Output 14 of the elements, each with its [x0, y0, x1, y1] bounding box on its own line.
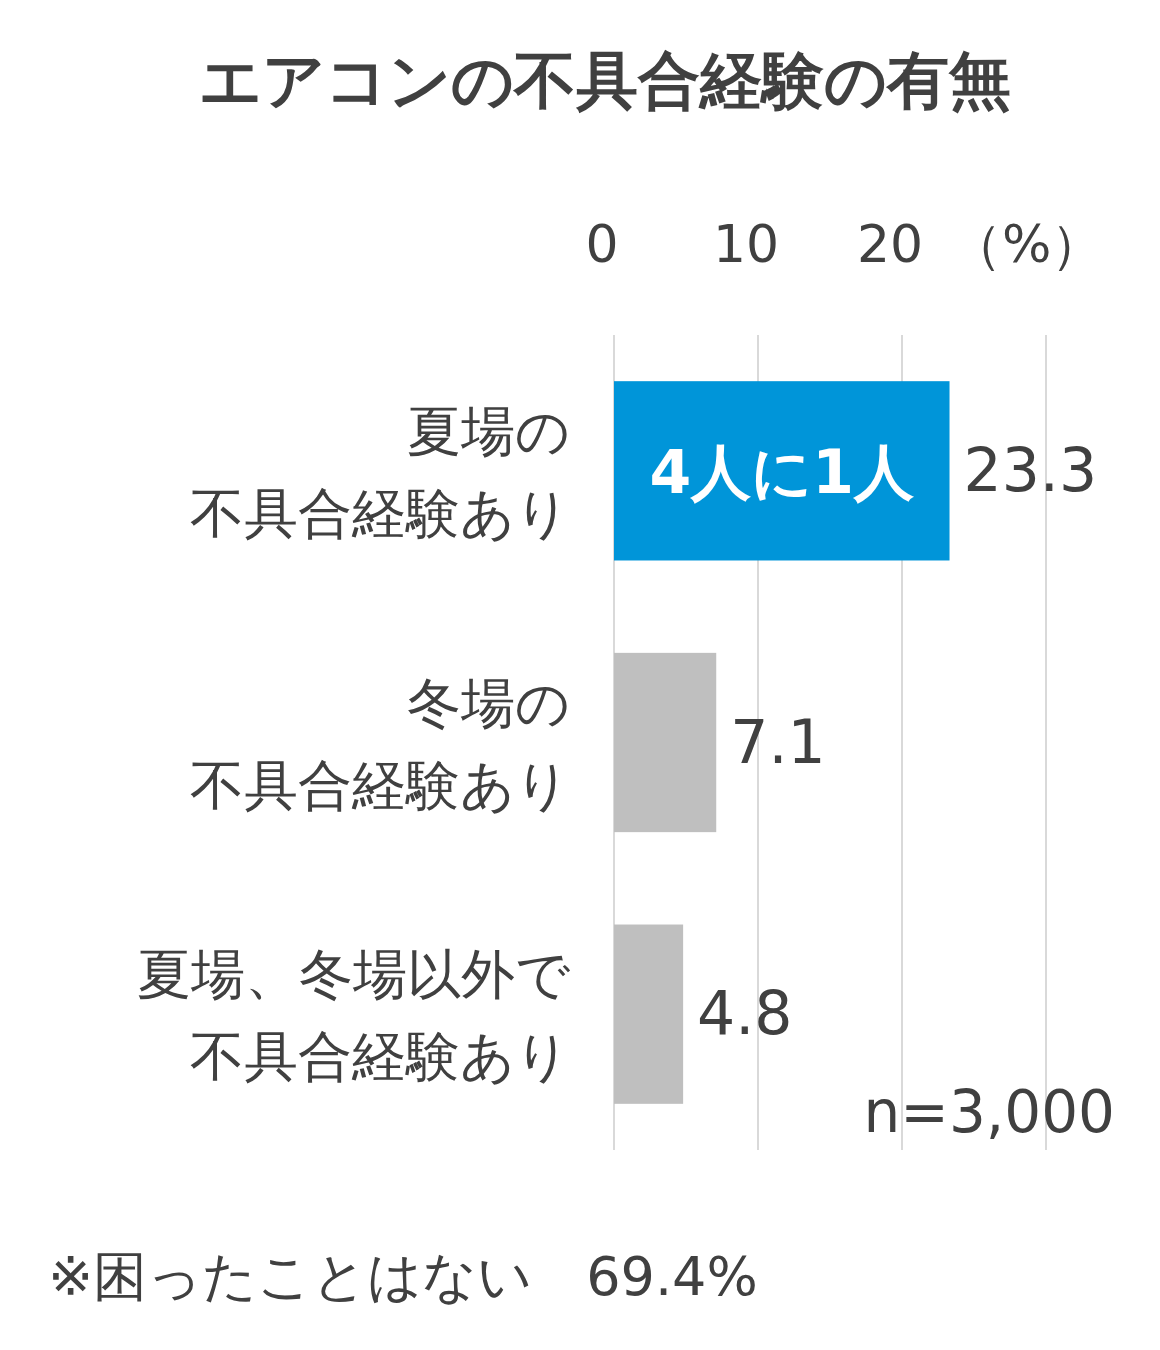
x-tick-label: 20: [856, 214, 924, 274]
x-axis-title: （%）: [950, 214, 1104, 274]
chart-title: エアコンの不具合経験の有無: [199, 44, 1011, 117]
annotation: 4人に1人: [649, 436, 915, 507]
y-tick-label: 夏場、冬場以外で不具合経験あり: [137, 943, 571, 1089]
y-tick-label: 夏場の不具合経験あり: [190, 399, 570, 545]
y-tick-label: 冬場の不具合経験あり: [190, 671, 570, 817]
annotation: n=3,000: [863, 1078, 1115, 1146]
data-label: 4.8: [697, 978, 793, 1049]
x-tick-label: 0: [585, 214, 619, 274]
data-label: 7.1: [730, 706, 826, 777]
data-label: 23.3: [963, 434, 1098, 505]
x-tick-label: 10: [712, 214, 780, 274]
text: ※困ったことはない 69.4%: [48, 1245, 758, 1308]
